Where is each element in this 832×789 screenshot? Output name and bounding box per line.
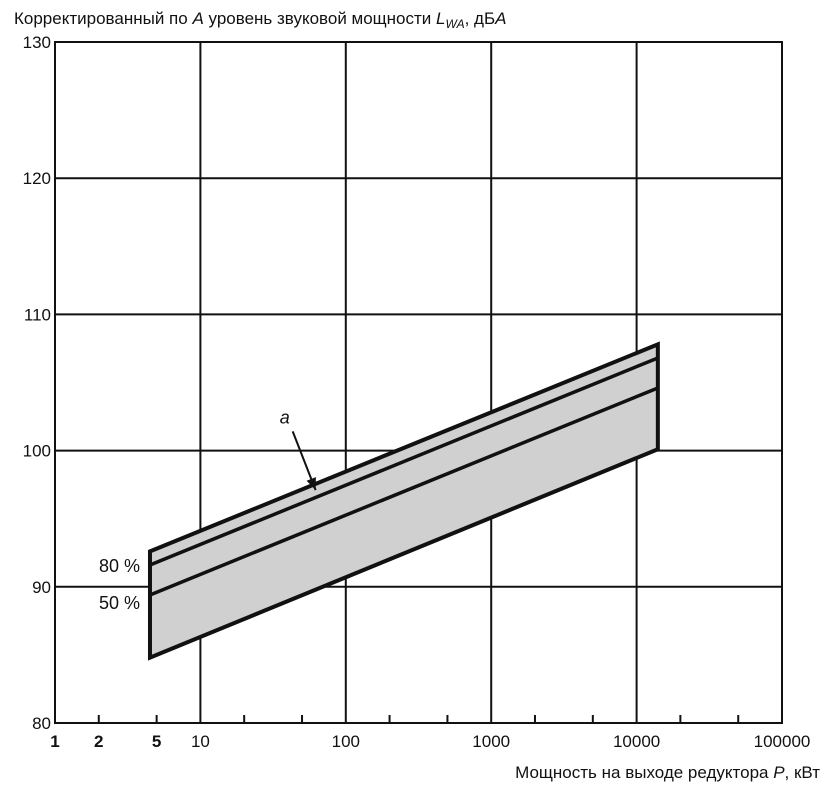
y-tick-label: 100 <box>23 442 51 461</box>
plot-border <box>54 41 783 724</box>
y-tick-label: 90 <box>32 578 51 597</box>
annotation-label: a <box>280 407 290 427</box>
x-tick-label: 100000 <box>754 732 811 751</box>
band-layer <box>147 341 660 661</box>
x-tick-label: 10 <box>191 732 210 751</box>
x-tick-label: 10000 <box>613 732 660 751</box>
x-tick-labels: 1 2 5 10 100 1000 10000 100000 <box>50 732 810 751</box>
x-tick-label: 5 <box>152 732 161 751</box>
x-tick-label: 2 <box>94 732 103 751</box>
series-layer <box>149 356 659 597</box>
series-label-80: 80 % <box>99 556 140 576</box>
y-tick-labels: 80 90 100 110 120 130 <box>23 33 51 733</box>
noise-band <box>147 341 660 661</box>
series-line-50 <box>149 386 659 597</box>
y-tick-label: 120 <box>23 169 51 188</box>
y-tick-label: 110 <box>24 305 51 324</box>
plot-frame <box>54 41 783 724</box>
series-labels: 80 % 50 % <box>99 556 140 613</box>
x-tick-label: 1000 <box>472 732 510 751</box>
y-tick-label: 130 <box>23 33 51 52</box>
x-axis-title: Мощность на выходе редуктора P, кВт <box>515 763 820 782</box>
annotation: a <box>280 407 317 491</box>
annotation-arrow-head <box>306 477 316 491</box>
x-tick-label: 1 <box>50 732 59 751</box>
series-line-80 <box>149 356 659 567</box>
series-label-50: 50 % <box>99 593 140 613</box>
y-tick-label: 80 <box>32 714 51 733</box>
x-tick-label: 100 <box>332 732 360 751</box>
y-axis-title: Корректированный по A уровень звуковой м… <box>14 9 506 31</box>
